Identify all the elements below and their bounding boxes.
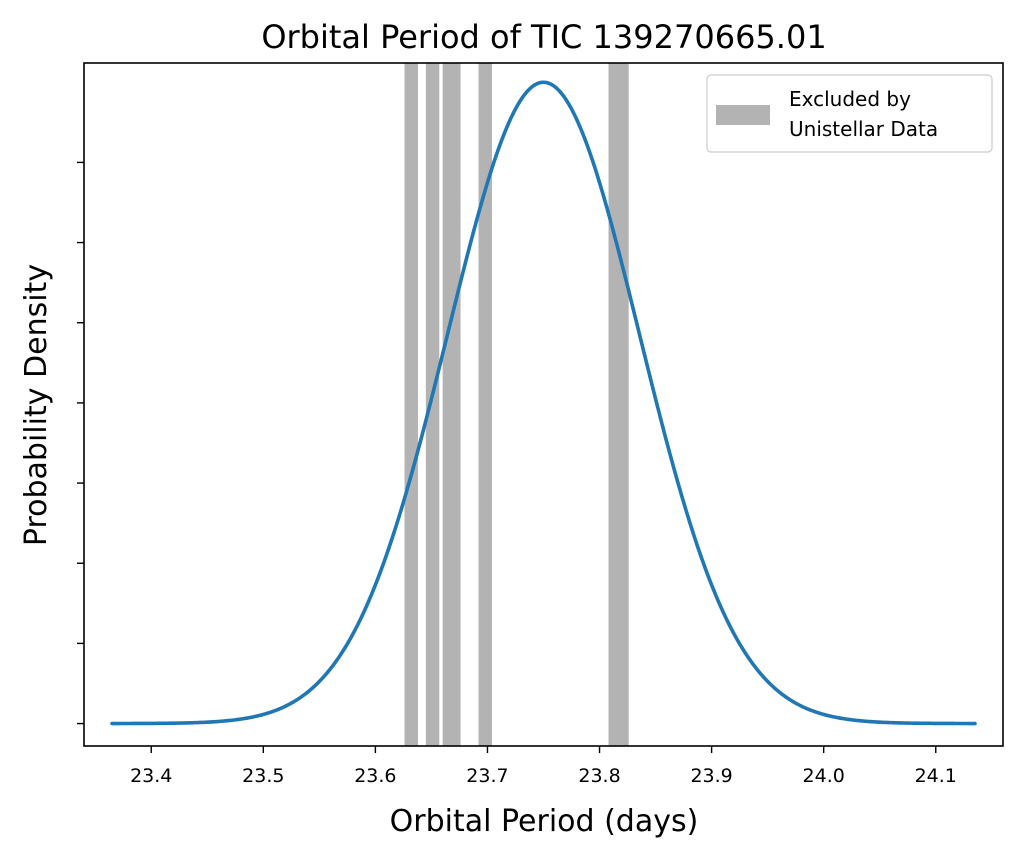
x-tick-label-23.5: 23.5 (242, 765, 284, 787)
y-axis-label: Probability Density (19, 264, 54, 546)
excluded-band-4 (478, 63, 492, 746)
x-tick-label-23.7: 23.7 (466, 765, 508, 787)
y-axis-ticks (77, 161, 84, 725)
chart-title: Orbital Period of TIC 139270665.01 (261, 18, 826, 56)
legend-box (706, 74, 993, 153)
x-tick-label-23.6: 23.6 (354, 765, 396, 787)
x-axis-ticks: 23.4 23.5 23.6 23.7 23.8 23.9 24.0 24.1 (130, 746, 957, 787)
excluded-band-1 (404, 63, 418, 746)
x-tick-label-24.0: 24.0 (803, 765, 845, 787)
plot-frame (83, 62, 1004, 747)
excluded-bands (404, 63, 629, 746)
x-axis-label: Orbital Period (days) (390, 804, 699, 839)
legend-label-line-1: Excluded by (789, 87, 911, 111)
excluded-band-5 (608, 63, 629, 746)
x-tick-label-23.4: 23.4 (130, 765, 172, 787)
x-tick-label-24.1: 24.1 (915, 765, 957, 787)
x-tick-label-23.8: 23.8 (578, 765, 620, 787)
density-curve (110, 80, 977, 726)
legend-label-line-2: Unistellar Data (789, 117, 938, 141)
legend: Excluded by Unistellar Data (706, 74, 993, 153)
density-curve-group (110, 80, 977, 726)
excluded-band-3 (442, 63, 461, 746)
legend-swatch-excluded (716, 105, 770, 125)
x-tick-label-23.9: 23.9 (690, 765, 732, 787)
excluded-band-2 (425, 63, 440, 746)
